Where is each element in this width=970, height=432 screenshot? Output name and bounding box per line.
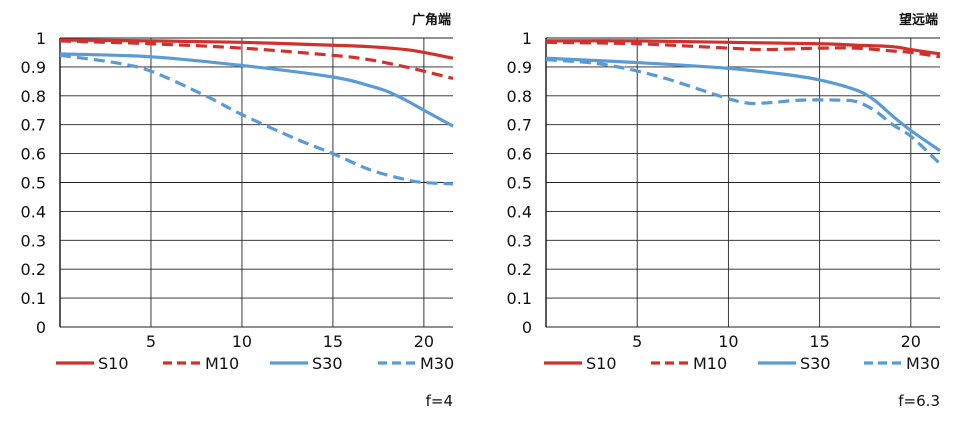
y-tick-label: 0.3 [507, 231, 532, 250]
x-tick-label: 15 [323, 332, 343, 351]
series-line-s10 [59, 38, 454, 60]
chart-panel-2: 00.10.20.30.40.50.60.70.80.915 10 15 20望远端S… [507, 12, 942, 410]
x-tick-label: 20 [901, 332, 921, 351]
x-tick-label: 10 [718, 332, 738, 351]
aperture-label: f=4 [426, 392, 453, 410]
x-tick-label: 10 [232, 332, 252, 351]
y-tick-label: 1 [522, 29, 532, 48]
legend-label-m10: M10 [205, 354, 239, 373]
series-line-m30 [545, 58, 942, 165]
y-tick-label: 0.5 [507, 174, 532, 193]
series-line-m30 [59, 53, 454, 186]
y-tick-label: 0 [522, 318, 532, 337]
y-tick-label: 0.5 [21, 174, 46, 193]
chart-title: 望远端 [899, 12, 938, 28]
chart-title: 广角端 [412, 12, 451, 28]
y-tick-label: 0.8 [21, 87, 46, 106]
legend-label-m30: M30 [906, 354, 940, 373]
y-tick-label: 0.4 [21, 202, 46, 221]
legend-label-s30: S30 [312, 354, 343, 373]
series-line-m10 [59, 39, 454, 81]
y-tick-label: 0.2 [507, 260, 532, 279]
legend-label-m30: M30 [420, 354, 454, 373]
series-line-s30 [59, 52, 454, 128]
y-tick-label: 0.4 [507, 202, 532, 221]
legend-label-s30: S30 [800, 354, 831, 373]
series-line-m10 [545, 40, 941, 59]
y-tick-label: 0.3 [21, 231, 46, 250]
aperture-label: f=6.3 [898, 392, 940, 410]
y-tick-label: 0.9 [21, 58, 46, 77]
legend-label-s10: S10 [98, 354, 129, 373]
legend-label-m10: M10 [693, 354, 727, 373]
x-tick-label: 15 [809, 332, 829, 351]
series-line-s10 [545, 39, 941, 56]
x-tick-label: 20 [414, 332, 434, 351]
y-tick-label: 0.8 [507, 87, 532, 106]
y-tick-label: 0.7 [21, 116, 46, 135]
series-line-s30 [545, 56, 941, 153]
x-tick-label: 5 [632, 332, 642, 351]
y-tick-label: 0.9 [507, 58, 532, 77]
y-tick-label: 0.1 [507, 289, 532, 308]
y-tick-label: 0.2 [21, 260, 46, 279]
y-tick-label: 0.6 [21, 145, 46, 164]
legend-label-s10: S10 [586, 354, 617, 373]
x-tick-label: 5 [146, 332, 156, 351]
y-tick-label: 0 [36, 318, 46, 337]
y-tick-label: 0.1 [21, 289, 46, 308]
y-tick-label: 0.6 [507, 145, 532, 164]
y-tick-label: 1 [36, 29, 46, 48]
chart-panel-1: 00.10.20.30.40.50.60.70.80.915 10 15 20广角端S… [21, 12, 455, 410]
y-tick-label: 0.7 [507, 116, 532, 135]
